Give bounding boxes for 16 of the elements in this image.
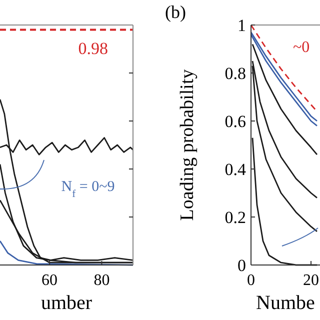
y-tick-label: 0 (238, 256, 246, 275)
text: (b) (165, 2, 186, 22)
y-tick-label: 0.2 (224, 208, 246, 227)
x-tick-label: 80 (94, 272, 110, 289)
y-tick-label: 0.8 (224, 64, 246, 83)
annotation: N$_{f}$ = 0~9 (61, 179, 115, 200)
y-axis-title: Loading probability (177, 68, 198, 221)
annotation: ~0 (293, 39, 310, 56)
x-axis-title: Numbe (256, 292, 316, 314)
y-tick-label: 1 (238, 16, 246, 35)
x-tick-label: 60 (42, 272, 58, 289)
x-axis-title: umber (40, 292, 92, 314)
y-tick-label: 0.4 (224, 160, 246, 179)
x-tick-label: 20 (303, 272, 319, 289)
y-tick-label: 0.6 (224, 112, 246, 131)
ref-line-label: 0.98 (78, 38, 108, 58)
